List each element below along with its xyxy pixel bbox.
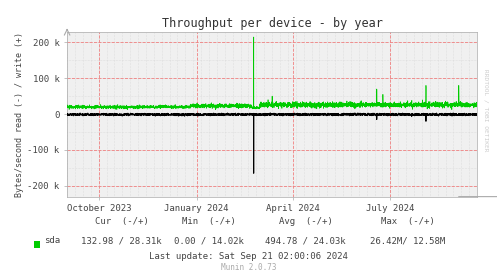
Y-axis label: Bytes/second read (-) / write (+): Bytes/second read (-) / write (+) (15, 32, 24, 197)
Text: Min  (-/+): Min (-/+) (182, 217, 236, 226)
Text: 132.98 / 28.31k: 132.98 / 28.31k (82, 236, 162, 245)
Text: RRDTOOL / TOBI OETIKER: RRDTOOL / TOBI OETIKER (483, 69, 488, 151)
Title: Throughput per device - by year: Throughput per device - by year (162, 17, 383, 31)
Text: Cur  (-/+): Cur (-/+) (95, 217, 149, 226)
Text: Avg  (-/+): Avg (-/+) (279, 217, 332, 226)
Text: 26.42M/ 12.58M: 26.42M/ 12.58M (370, 236, 445, 245)
Text: 0.00 / 14.02k: 0.00 / 14.02k (174, 236, 244, 245)
Text: sda: sda (44, 236, 60, 245)
Text: 494.78 / 24.03k: 494.78 / 24.03k (265, 236, 346, 245)
Text: Max  (-/+): Max (-/+) (381, 217, 434, 226)
Text: Last update: Sat Sep 21 02:00:06 2024: Last update: Sat Sep 21 02:00:06 2024 (149, 252, 348, 261)
Text: Munin 2.0.73: Munin 2.0.73 (221, 263, 276, 272)
